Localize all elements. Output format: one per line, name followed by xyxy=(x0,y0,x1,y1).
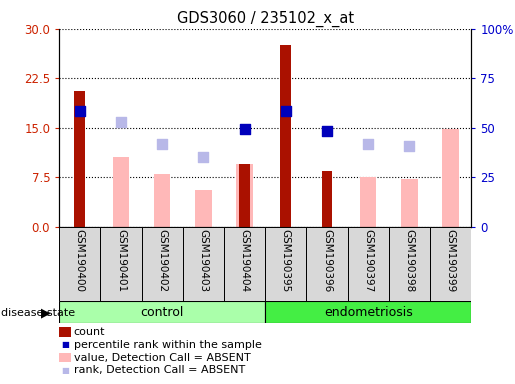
Text: GSM190404: GSM190404 xyxy=(239,229,250,292)
Bar xyxy=(442,129,459,227)
Text: ■: ■ xyxy=(61,366,69,375)
Bar xyxy=(281,45,291,227)
Bar xyxy=(360,177,376,227)
Bar xyxy=(401,179,418,227)
Point xyxy=(76,108,84,114)
Text: GSM190401: GSM190401 xyxy=(116,229,126,292)
Bar xyxy=(113,157,129,227)
Text: GSM190399: GSM190399 xyxy=(445,229,456,292)
Point xyxy=(364,141,372,147)
Bar xyxy=(236,164,253,227)
Text: GSM190400: GSM190400 xyxy=(75,229,85,292)
Text: rank, Detection Call = ABSENT: rank, Detection Call = ABSENT xyxy=(74,365,245,375)
Bar xyxy=(322,170,332,227)
Point xyxy=(199,154,208,161)
Point xyxy=(117,119,125,126)
Point xyxy=(405,143,414,149)
Point xyxy=(323,128,331,134)
Point xyxy=(282,108,290,114)
Text: control: control xyxy=(141,306,184,318)
Bar xyxy=(59,227,100,301)
Text: value, Detection Call = ABSENT: value, Detection Call = ABSENT xyxy=(74,353,250,362)
Text: count: count xyxy=(74,327,105,337)
Text: GSM190397: GSM190397 xyxy=(363,229,373,292)
Bar xyxy=(154,174,170,227)
Bar xyxy=(265,227,306,301)
Bar xyxy=(348,227,389,301)
Bar xyxy=(183,227,224,301)
Bar xyxy=(100,227,142,301)
Text: ■: ■ xyxy=(61,340,69,349)
Point xyxy=(241,126,249,132)
Text: disease state: disease state xyxy=(1,308,75,318)
Text: GSM190395: GSM190395 xyxy=(281,229,291,292)
Text: GSM190402: GSM190402 xyxy=(157,229,167,292)
Bar xyxy=(306,227,348,301)
Text: percentile rank within the sample: percentile rank within the sample xyxy=(74,340,262,350)
Bar xyxy=(430,227,471,301)
Bar xyxy=(142,227,183,301)
Bar xyxy=(195,190,212,227)
Bar xyxy=(224,227,265,301)
Bar xyxy=(265,301,471,323)
Bar xyxy=(59,301,265,323)
Bar xyxy=(389,227,430,301)
Text: GSM190398: GSM190398 xyxy=(404,229,415,292)
Text: GSM190396: GSM190396 xyxy=(322,229,332,292)
Text: GSM190403: GSM190403 xyxy=(198,229,209,292)
Title: GDS3060 / 235102_x_at: GDS3060 / 235102_x_at xyxy=(177,11,354,27)
Bar xyxy=(239,164,250,227)
Bar xyxy=(75,91,85,227)
Text: endometriosis: endometriosis xyxy=(324,306,413,318)
Text: ▶: ▶ xyxy=(41,306,50,319)
Point xyxy=(158,141,166,147)
